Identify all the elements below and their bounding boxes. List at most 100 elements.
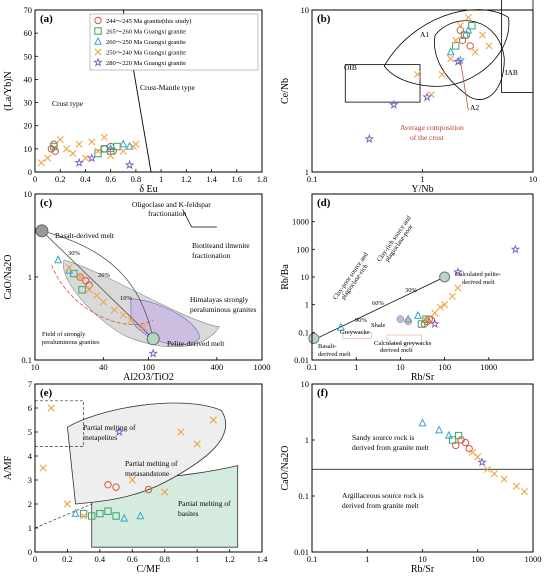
pelite-melt-marker	[439, 271, 451, 283]
annotation-f-3: derived from granite melt	[342, 501, 420, 510]
series-c-3	[65, 263, 147, 331]
data-point	[418, 418, 427, 427]
series-b-4	[364, 56, 463, 144]
iab-field	[501, 0, 534, 93]
legend-label: 250～240 Ma Guangxi granite	[106, 50, 186, 57]
data-point	[104, 507, 112, 515]
data-point	[209, 416, 217, 424]
data-point	[99, 298, 107, 306]
panel-c-ticks: 10 40 100 400 1000 0.1 1 10	[21, 189, 270, 372]
panel-a-label: (a)	[40, 13, 53, 25]
panel-f-xlabel: Rb/Sr	[411, 564, 435, 575]
x-tick-label: 0	[33, 554, 37, 564]
annotation-e-2: Partial melting of	[125, 459, 178, 468]
greywacke-melt-box	[386, 334, 422, 344]
panel-b-fields	[344, 0, 534, 111]
legend-marker	[93, 36, 103, 45]
x-tick-label: 0.6	[127, 554, 138, 564]
greywacke-box	[342, 332, 372, 339]
y-tick-label: 10	[301, 5, 310, 15]
annotation-d-9: Greywacke	[340, 329, 370, 336]
data-point	[104, 481, 112, 489]
y-tick-label: 5	[28, 427, 32, 437]
data-point	[510, 244, 521, 254]
data-point	[47, 404, 55, 412]
panel-b-label: (b)	[317, 13, 331, 25]
series-f-2	[418, 418, 453, 439]
data-point	[474, 453, 482, 461]
annotation-d-6: Basalt-	[318, 343, 336, 350]
panel-b-xlabel: Y/Nb	[411, 184, 433, 195]
data-point	[454, 284, 462, 292]
x-tick-label: 1	[159, 174, 163, 184]
oib-field	[344, 64, 421, 103]
data-point	[107, 152, 115, 160]
data-point	[417, 320, 426, 328]
y-tick-label: 10	[24, 144, 33, 154]
data-point	[112, 483, 120, 491]
annotation-c-4: fractionation	[192, 251, 231, 260]
series-b-3	[413, 13, 493, 99]
data-point	[388, 99, 399, 109]
data-point	[100, 145, 109, 153]
data-point	[148, 348, 159, 358]
annotation-f-0: Sandy source rock is	[352, 433, 414, 442]
data-point	[114, 426, 125, 437]
strong-peraluminous-boundary	[51, 264, 154, 325]
data-point	[444, 430, 453, 439]
data-point	[456, 22, 464, 30]
mixing-curve	[41, 230, 154, 339]
legend-box	[89, 13, 259, 71]
annotation-c-10: 30%	[68, 250, 81, 257]
x-tick-label: 1.8	[257, 174, 268, 184]
y-tick-label: 1	[305, 167, 309, 177]
basalt-melt-marker	[35, 224, 49, 238]
data-point	[460, 31, 469, 39]
x-tick-label: 0.4	[95, 554, 106, 564]
series-a-3	[37, 133, 140, 167]
annotation-c-0: Basalt-derived melt	[55, 231, 115, 240]
legend-marker	[94, 27, 102, 35]
y-tick-label: 10	[24, 189, 33, 199]
data-point	[44, 154, 52, 162]
x-tick-label: 1000	[480, 362, 497, 372]
x-tick-label: 10	[418, 554, 427, 564]
data-point	[453, 56, 463, 66]
legend-marker	[94, 16, 102, 25]
data-point	[50, 142, 58, 151]
data-point	[448, 292, 456, 300]
annotation-e-0: Partial melting of	[83, 423, 136, 432]
legend-marker	[94, 48, 102, 56]
data-point	[464, 25, 473, 34]
x-tick-label: 100	[142, 362, 155, 372]
data-point	[436, 303, 444, 311]
data-point	[79, 509, 88, 518]
data-point	[120, 513, 129, 522]
data-point	[75, 140, 83, 148]
data-point	[404, 314, 413, 323]
panel-a-ylabel: (La/Yb)N	[3, 71, 14, 110]
series-d-3	[423, 284, 462, 323]
x-tick-label: 1.4	[206, 174, 217, 184]
data-point	[54, 255, 63, 264]
data-point	[364, 133, 375, 144]
annotation-e-4: Partial melting of	[178, 499, 231, 508]
x-tick-label: 1.6	[231, 174, 242, 184]
series-a-4	[74, 152, 135, 170]
annotation-b-5: of the crust	[410, 133, 445, 142]
panel-e-label: (e)	[40, 387, 53, 399]
panel-c-xlabel: Al2O3/TiO2	[123, 372, 174, 383]
annotation-d-13: 60%	[372, 300, 385, 307]
panel-e-ticks: 0 0.2 0.4 0.6 0.8 1 1.2 1.4 0 1 2 3 4 5 6 7	[28, 379, 268, 564]
y-tick-label: 100	[296, 244, 309, 254]
y-tick-label: 0.1	[21, 355, 32, 365]
x-tick-label: 400	[210, 362, 223, 372]
annotation-b-2: A2	[470, 103, 479, 112]
y-tick-label: 1	[28, 272, 32, 282]
x-tick-label: 10	[31, 362, 40, 372]
annotation-e-3: metasandstone	[125, 469, 170, 478]
data-point	[119, 147, 127, 155]
data-point	[336, 322, 345, 331]
data-point	[423, 315, 431, 323]
series-d-4	[429, 244, 521, 329]
